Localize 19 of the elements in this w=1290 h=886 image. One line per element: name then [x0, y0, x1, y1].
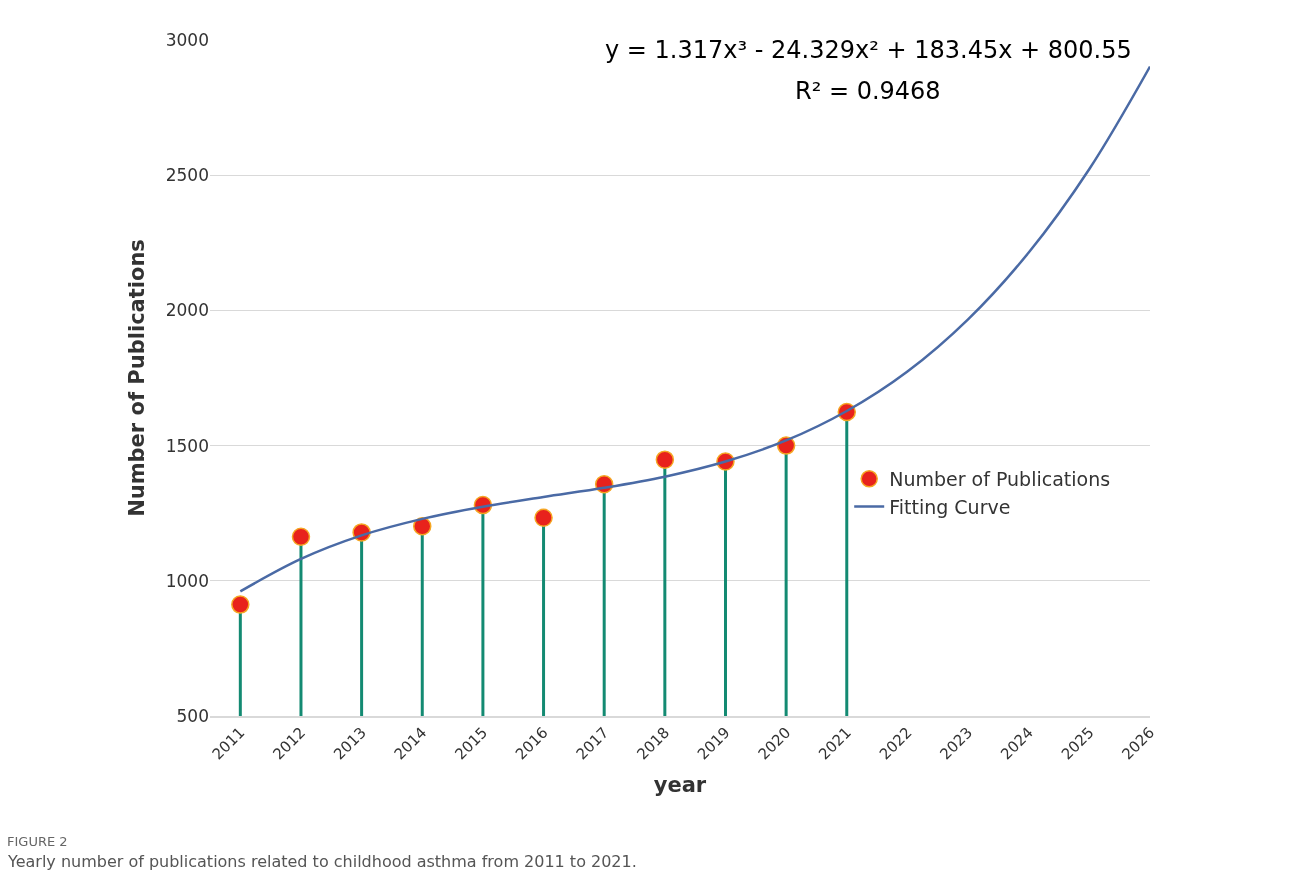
legend-label: Fitting Curve	[889, 495, 1011, 518]
annotation: R² = 0.9468	[795, 77, 941, 105]
legend-label: Number of Publications	[889, 468, 1111, 491]
caption: FIGURE 2	[7, 834, 68, 849]
y-tick-label: 2500	[165, 165, 209, 186]
point	[534, 508, 553, 528]
y-tick-label: 2000	[165, 300, 209, 321]
y-tick-label: 3000	[165, 29, 209, 50]
y-tick-label: 1000	[165, 570, 209, 591]
y-tick-label: 1500	[165, 435, 209, 456]
line-series	[239, 65, 1150, 593]
annotation: y = 1.317x³ - 24.329x² + 183.45x + 800.55	[605, 36, 1132, 64]
point	[291, 527, 311, 546]
x-axis-title: year	[653, 773, 707, 798]
y-axis-title: Number of Publications	[124, 239, 149, 517]
y-tick-label: 500	[176, 705, 209, 726]
text: Yearly number of publications related to childhood asthma from 2011 to 2021.	[7, 852, 637, 871]
point	[655, 450, 675, 469]
point	[231, 595, 250, 614]
